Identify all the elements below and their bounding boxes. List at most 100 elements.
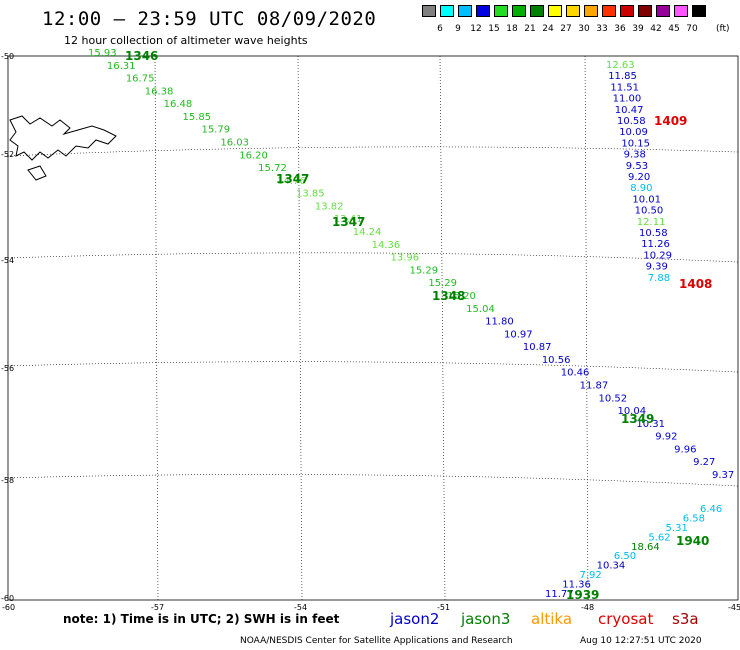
swh-value-label: 9.27 — [693, 457, 715, 468]
lon-tick-label: -48 — [581, 603, 594, 612]
footer-timestamp: Aug 10 12:27:51 UTC 2020 — [580, 636, 702, 646]
swh-value-label: 10.15 — [621, 138, 650, 149]
legend-label: 36 — [614, 24, 626, 34]
legend-label: 39 — [632, 24, 644, 34]
swh-value-label: 11.87 — [580, 380, 609, 391]
lon-tick-label: -54 — [294, 603, 307, 612]
track-spacer — [345, 244, 369, 245]
swh-value-label: 7.88 — [648, 273, 670, 284]
track-spacer — [481, 331, 505, 332]
swh-value-label: 12.11 — [637, 217, 666, 228]
swh-value-label: 10.58 — [639, 228, 668, 239]
swh-value-label: 16.31 — [107, 61, 136, 72]
footer-note: note: 1) Time is in UTC; 2) SWH is in fe… — [63, 612, 340, 626]
swh-value-label: 10.09 — [619, 127, 648, 138]
track-spacer — [384, 269, 408, 270]
swh-value-label: 13.96 — [391, 253, 420, 264]
pass-time-label: 1347 — [276, 172, 309, 186]
lon-tick-label: -45 — [728, 603, 740, 612]
pass-time-label: 1349 — [621, 412, 654, 426]
swh-value-label: 15.72 — [258, 163, 287, 174]
pass-time-label: 1408 — [679, 277, 712, 291]
meridian-line — [584, 55, 589, 601]
lat-tick-label: -56 — [1, 364, 14, 373]
swh-value-label: 10.87 — [523, 342, 552, 353]
pass-time-label: 1409 — [654, 114, 687, 128]
legend-swatch — [530, 5, 544, 17]
swh-value-label: 10.31 — [636, 419, 665, 430]
legend-label: 21 — [524, 24, 536, 34]
track-spacer — [734, 493, 740, 494]
lat-tick-label: -52 — [1, 150, 14, 159]
legend-swatch — [494, 5, 508, 17]
track-spacer — [325, 231, 349, 232]
swh-value-label: 9.38 — [624, 150, 646, 161]
legend-label: 27 — [560, 24, 572, 34]
meridian-line — [297, 55, 303, 601]
swh-value-label: 11.51 — [610, 82, 639, 93]
legend-swatch — [566, 5, 580, 17]
legend-swatch — [674, 5, 688, 17]
legend-label: 6 — [437, 24, 443, 34]
swh-value-label: 10.04 — [617, 406, 646, 417]
swh-value-label: 14.36 — [372, 240, 401, 251]
swh-value-label: 10.29 — [643, 250, 672, 261]
legend-label: 30 — [578, 24, 590, 34]
pass-time-label: 1346 — [125, 49, 158, 63]
pass-time-label: 1347 — [332, 215, 365, 229]
swh-value-label: 15.04 — [466, 304, 495, 315]
pass-time-label: 1940 — [676, 534, 709, 548]
legend-label: 24 — [542, 24, 554, 34]
swh-value-label: 11.80 — [485, 317, 514, 328]
parallel-line — [7, 361, 739, 373]
lat-tick-label: -60 — [1, 594, 14, 603]
parallel-line — [7, 474, 739, 487]
legend-swatch — [440, 5, 454, 17]
swh-value-label: 10.52 — [599, 393, 628, 404]
swh-value-label: 5.31 — [666, 523, 688, 534]
swh-value-label: 11.00 — [613, 94, 642, 105]
swh-value-label: 5.62 — [648, 532, 670, 543]
legend-swatch — [548, 5, 562, 17]
swh-value-label: 15.29 — [409, 265, 438, 276]
swh-value-label: 9.53 — [626, 161, 648, 172]
swh-value-label: 10.47 — [615, 105, 644, 116]
swh-value-label: 6.50 — [614, 551, 636, 562]
parallel-line — [7, 252, 739, 263]
mission-jason2: jason2 — [390, 610, 440, 628]
legend-swatch — [422, 5, 436, 17]
track-spacer — [306, 219, 330, 220]
track-spacer — [501, 343, 525, 344]
page-subtitle: 12 hour collection of altimeter wave hei… — [64, 34, 308, 47]
swh-value-label: 9.37 — [712, 470, 734, 481]
legend-label: 15 — [488, 24, 500, 34]
swh-value-label: 10.58 — [617, 116, 646, 127]
footer-credit: NOAA/NESDIS Center for Satellite Applica… — [240, 636, 513, 646]
swh-value-label: 14.24 — [353, 227, 382, 238]
legend-label: 18 — [506, 24, 518, 34]
lat-tick-label: -58 — [1, 476, 14, 485]
parallel-line — [7, 146, 739, 157]
swh-value-label: 7.92 — [579, 570, 601, 581]
swh-value-label: 16.20 — [239, 150, 268, 161]
swh-value-label: 15.29 — [428, 278, 457, 289]
track-spacer — [403, 281, 427, 282]
swh-value-label: 16.48 — [164, 99, 193, 110]
swh-value-label: 15.85 — [183, 112, 212, 123]
swh-value-label: 14.76 — [277, 176, 306, 187]
track-spacer — [462, 319, 486, 320]
mission-cryosat: cryosat — [598, 610, 654, 628]
track-spacer — [520, 356, 544, 357]
legend-swatch — [584, 5, 598, 17]
swh-value-label: 13.41 — [334, 214, 363, 225]
swh-value-label: 11.26 — [641, 239, 670, 250]
swh-value-label: 10.01 — [632, 194, 661, 205]
legend-label: 12 — [470, 24, 482, 34]
legend-label: 9 — [455, 24, 461, 34]
lon-tick-label: -51 — [437, 603, 450, 612]
swh-value-label: 18.64 — [631, 542, 660, 553]
swh-value-label: 13.82 — [315, 201, 344, 212]
legend-label: 33 — [596, 24, 608, 34]
swh-value-label: 13.85 — [296, 189, 325, 200]
